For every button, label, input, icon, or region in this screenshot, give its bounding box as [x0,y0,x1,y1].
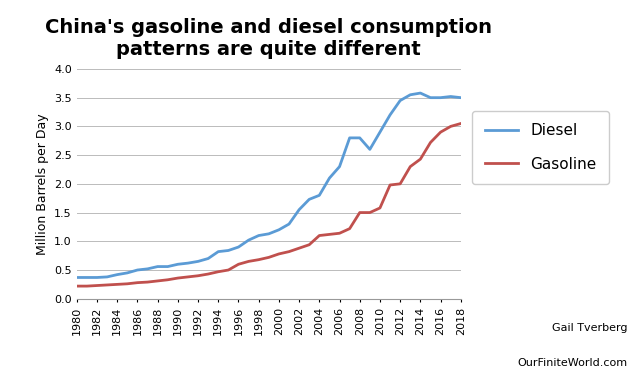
Gasoline [386,183,394,187]
Gasoline [174,276,182,280]
Title: China's gasoline and diesel consumption
patterns are quite different: China's gasoline and diesel consumption … [45,18,492,59]
Diesel [417,91,424,95]
Diesel [184,261,192,265]
Diesel [214,249,222,254]
Diesel [154,264,161,269]
Diesel [346,136,353,140]
Gasoline [336,231,344,236]
Diesel [427,95,435,100]
Gasoline [214,270,222,274]
Gasoline [295,246,303,250]
Gasoline [154,279,161,283]
Y-axis label: Million Barrels per Day: Million Barrels per Day [36,113,49,255]
Gasoline [93,283,101,288]
Gasoline [255,257,262,262]
Diesel [326,176,333,180]
Gasoline [366,210,374,215]
Gasoline [427,140,435,145]
Diesel [406,93,414,97]
Gasoline [83,284,91,288]
Gasoline [376,206,384,210]
Gasoline [225,268,232,272]
Legend: Diesel, Gasoline: Diesel, Gasoline [472,111,609,184]
Diesel [164,264,172,269]
Gasoline [235,262,243,267]
Diesel [436,95,444,100]
Diesel [103,275,111,279]
Diesel [113,272,121,277]
Diesel [73,275,81,280]
Diesel [285,222,293,226]
Gasoline [305,242,313,247]
Diesel [356,136,364,140]
Diesel [275,228,283,232]
Diesel [336,164,344,169]
Text: Gail Tverberg: Gail Tverberg [552,323,627,333]
Diesel [305,197,313,201]
Diesel [255,233,262,238]
Gasoline [244,259,252,264]
Diesel [93,275,101,280]
Gasoline [406,164,414,169]
Gasoline [417,157,424,162]
Diesel [225,248,232,253]
Gasoline [436,130,444,134]
Gasoline [447,124,454,129]
Diesel [386,113,394,117]
Gasoline [316,233,323,238]
Diesel [134,268,141,272]
Gasoline [326,232,333,237]
Diesel [204,256,212,261]
Diesel [376,130,384,134]
Diesel [174,262,182,267]
Diesel [235,245,243,249]
Gasoline [265,255,273,260]
Diesel [295,208,303,212]
Gasoline [134,280,141,285]
Line: Diesel: Diesel [77,93,461,277]
Diesel [194,259,202,264]
Gasoline [194,273,202,278]
Line: Gasoline: Gasoline [77,124,461,286]
Text: OurFiniteWorld.com: OurFiniteWorld.com [517,358,627,368]
Diesel [244,238,252,242]
Gasoline [275,252,283,256]
Gasoline [396,182,404,186]
Gasoline [113,282,121,286]
Diesel [396,98,404,103]
Gasoline [73,284,81,288]
Gasoline [164,277,172,282]
Diesel [124,270,131,275]
Gasoline [285,249,293,254]
Gasoline [346,226,353,231]
Diesel [83,275,91,280]
Diesel [366,147,374,152]
Diesel [457,95,465,100]
Diesel [265,231,273,236]
Gasoline [103,283,111,287]
Diesel [447,94,454,99]
Diesel [316,193,323,198]
Gasoline [184,275,192,279]
Gasoline [144,280,152,284]
Gasoline [457,121,465,126]
Gasoline [356,210,364,215]
Gasoline [124,282,131,286]
Gasoline [204,272,212,277]
Diesel [144,267,152,271]
